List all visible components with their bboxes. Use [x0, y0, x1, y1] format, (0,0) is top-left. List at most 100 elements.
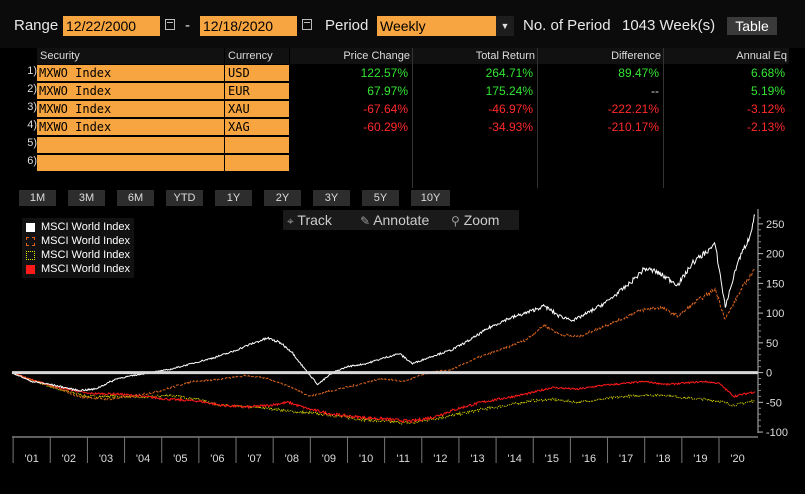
total-return-cell: 264.71%	[485, 66, 533, 80]
range-dash: -	[185, 17, 190, 34]
security-cell[interactable]: MXWO Index	[37, 83, 224, 99]
currency-cell[interactable]: EUR	[225, 83, 289, 99]
track-button[interactable]: ⌖ Track	[283, 210, 357, 230]
legend-label: MSCI World Index	[41, 249, 131, 261]
x-tick-label: '08	[285, 453, 299, 465]
y-tick-label: 250	[766, 219, 784, 231]
header-difference[interactable]: Difference	[538, 48, 663, 64]
series-line[interactable]	[11, 268, 756, 401]
legend-swatch	[26, 236, 35, 246]
zoom-button[interactable]: ⚲ Zoom	[447, 210, 519, 230]
difference-cell	[538, 155, 659, 171]
calendar-icon[interactable]	[165, 19, 175, 30]
pencil-icon: ✎	[360, 214, 371, 228]
annual-eq-cell	[664, 137, 785, 153]
num-periods-value: 1043 Week(s)	[622, 17, 716, 34]
security-cell[interactable]: MXWO Index	[37, 65, 224, 81]
chevron-down-icon[interactable]: ▼	[496, 16, 514, 36]
difference-cell: -210.17%	[607, 120, 659, 134]
timeframe-5y[interactable]: 5Y	[362, 190, 399, 206]
security-cell[interactable]: MXWO Index	[37, 119, 224, 135]
row-number: 3)	[27, 101, 37, 113]
x-tick-label: '01	[25, 453, 39, 465]
x-tick-label: '05	[173, 453, 187, 465]
x-tick-label: '15	[545, 453, 559, 465]
row-number: 1)	[27, 65, 37, 77]
end-date-field[interactable]: 12/18/2020	[200, 16, 297, 36]
timeframe-6m[interactable]: 6M	[117, 190, 154, 206]
num-periods-label: No. of Period	[523, 17, 611, 34]
y-tick-label: 150	[766, 278, 784, 290]
x-tick-label: '20	[730, 453, 744, 465]
table-button[interactable]: Table	[727, 17, 777, 35]
x-tick-label: '09	[322, 453, 336, 465]
difference-cell: 89.47%	[618, 66, 659, 80]
magnifier-icon: ⚲	[451, 214, 460, 228]
column-divider	[537, 48, 538, 188]
security-cell[interactable]: MXWO Index	[37, 101, 224, 117]
x-tick-label: '02	[62, 453, 76, 465]
price-change-cell: -60.29%	[363, 120, 408, 134]
total-return-cell: -46.97%	[488, 102, 533, 116]
legend-item[interactable]: MSCI World Index	[26, 248, 130, 262]
legend-swatch	[26, 264, 35, 274]
legend-swatch	[26, 250, 35, 260]
series-line[interactable]	[11, 371, 756, 425]
y-tick-label: 50	[766, 338, 778, 350]
x-tick-label: '19	[693, 453, 707, 465]
timeframe-3m[interactable]: 3M	[68, 190, 105, 206]
timeframe-10y[interactable]: 10Y	[411, 190, 450, 206]
price-change-cell	[290, 155, 408, 171]
timeframe-3y[interactable]: 3Y	[313, 190, 350, 206]
timeframe-2y[interactable]: 2Y	[264, 190, 301, 206]
annotate-button[interactable]: ✎ Annotate	[356, 210, 450, 230]
difference-cell: -222.21%	[607, 102, 659, 116]
annotate-label: Annotate	[373, 212, 430, 228]
currency-cell[interactable]: XAU	[225, 101, 289, 117]
header-total-return[interactable]: Total Return	[413, 48, 537, 64]
y-tick-label: -50	[766, 397, 782, 409]
legend-item[interactable]: MSCI World Index	[26, 262, 130, 276]
x-tick-label: '17	[619, 453, 633, 465]
calendar-icon[interactable]	[302, 19, 312, 30]
header-currency[interactable]: Currency	[225, 48, 289, 64]
chart-legend: MSCI World Index MSCI World Index MSCI Wor…	[22, 218, 135, 278]
legend-item[interactable]: MSCI World Index	[26, 234, 130, 248]
top-toolbar: Range 12/22/2000 - 12/18/2020 Period Wee…	[0, 0, 805, 48]
start-date-field[interactable]: 12/22/2000	[63, 16, 160, 36]
total-return-cell: 175.24%	[485, 84, 533, 98]
crosshair-icon: ⌖	[287, 214, 294, 228]
period-select[interactable]: Weekly	[377, 16, 498, 36]
security-cell[interactable]	[37, 155, 224, 171]
header-annual-eq[interactable]: Annual Eq	[664, 48, 789, 64]
header-security[interactable]: Security	[37, 48, 224, 64]
currency-cell[interactable]	[225, 155, 289, 171]
x-tick-label: '11	[396, 453, 410, 465]
legend-label: MSCI World Index	[41, 221, 131, 233]
timeframe-1m[interactable]: 1M	[19, 190, 56, 206]
timeframe-1y[interactable]: 1Y	[215, 190, 252, 206]
legend-item[interactable]: MSCI World Index	[26, 220, 130, 234]
total-return-cell: -34.93%	[488, 120, 533, 134]
security-cell[interactable]	[37, 137, 224, 153]
header-price-change[interactable]: Price Change	[290, 48, 412, 64]
series-line[interactable]	[12, 214, 755, 392]
legend-swatch	[26, 222, 35, 232]
y-tick-label: 100	[766, 308, 784, 320]
x-tick-label: '03	[99, 453, 113, 465]
x-tick-label: '18	[656, 453, 670, 465]
currency-cell[interactable]	[225, 137, 289, 153]
legend-label: MSCI World Index	[41, 263, 131, 275]
zoom-label: Zoom	[463, 212, 500, 228]
period-label: Period	[325, 17, 369, 34]
range-label: Range	[14, 17, 59, 34]
row-number: 2)	[27, 83, 37, 95]
timeframe-ytd[interactable]: YTD	[166, 190, 203, 206]
x-tick-label: '06	[210, 453, 224, 465]
x-tick-label: '10	[359, 453, 373, 465]
currency-cell[interactable]: USD	[225, 65, 289, 81]
x-tick-label: '04	[136, 453, 150, 465]
currency-cell[interactable]: XAG	[225, 119, 289, 135]
column-divider	[663, 48, 664, 188]
